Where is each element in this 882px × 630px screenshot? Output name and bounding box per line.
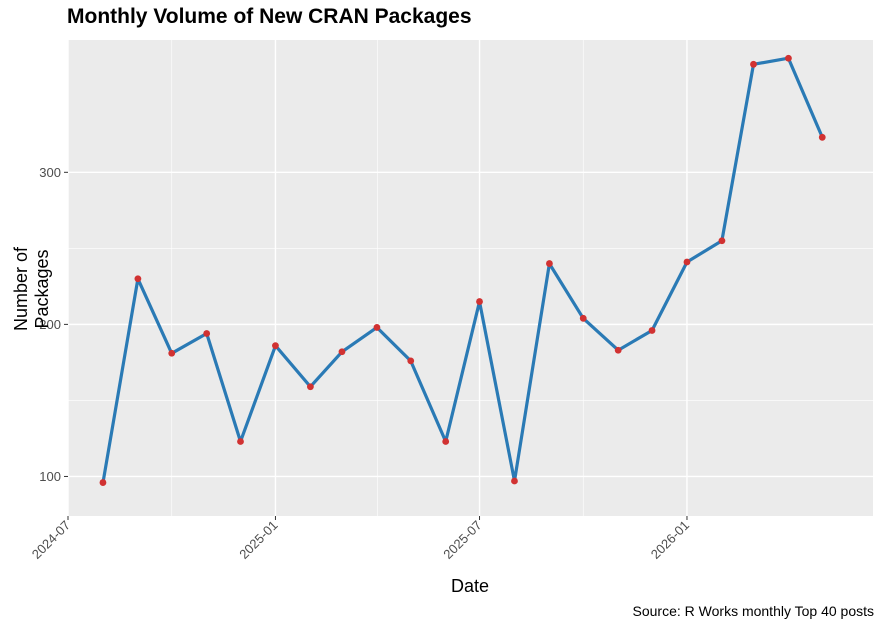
data-point: [99, 479, 107, 486]
y-tick-label: 300: [39, 165, 61, 180]
chart-caption: Source: R Works monthly Top 40 posts: [632, 603, 874, 619]
data-point: [511, 477, 518, 485]
y-tick-label: 200: [39, 317, 61, 332]
data-point: [134, 275, 142, 283]
data-point: [718, 237, 726, 245]
data-point: [579, 314, 587, 322]
y-axis-label: Number of Packages: [11, 246, 52, 332]
data-point: [785, 54, 792, 62]
data-point: [272, 342, 279, 350]
data-point: [307, 383, 314, 391]
data-point: [442, 438, 450, 445]
x-tick-label: 2024-07: [29, 518, 73, 562]
data-point: [338, 348, 346, 356]
plot-panel: [68, 40, 873, 516]
data-point: [546, 260, 553, 267]
data-point: [614, 346, 622, 354]
series: [99, 54, 826, 486]
data-point: [683, 258, 691, 266]
y-tick-label: 100: [39, 469, 61, 484]
series-line: [101, 56, 824, 483]
data-point: [373, 324, 381, 331]
data-point: [203, 330, 211, 337]
data-point: [818, 133, 826, 141]
data-point: [237, 438, 244, 445]
data-point: [476, 298, 483, 305]
chart-title: Monthly Volume of New CRAN Packages: [67, 5, 472, 28]
data-point: [648, 327, 656, 334]
x-tick-label: 2025-07: [440, 518, 484, 562]
x-tick-label: 2025-01: [236, 518, 280, 562]
grid-lines: [67, 40, 873, 516]
data-point: [168, 349, 176, 357]
x-axis-label: Date: [450, 576, 490, 596]
x-tick-label: 2026-01: [648, 518, 692, 562]
data-point: [750, 60, 757, 68]
data-point: [407, 357, 415, 365]
